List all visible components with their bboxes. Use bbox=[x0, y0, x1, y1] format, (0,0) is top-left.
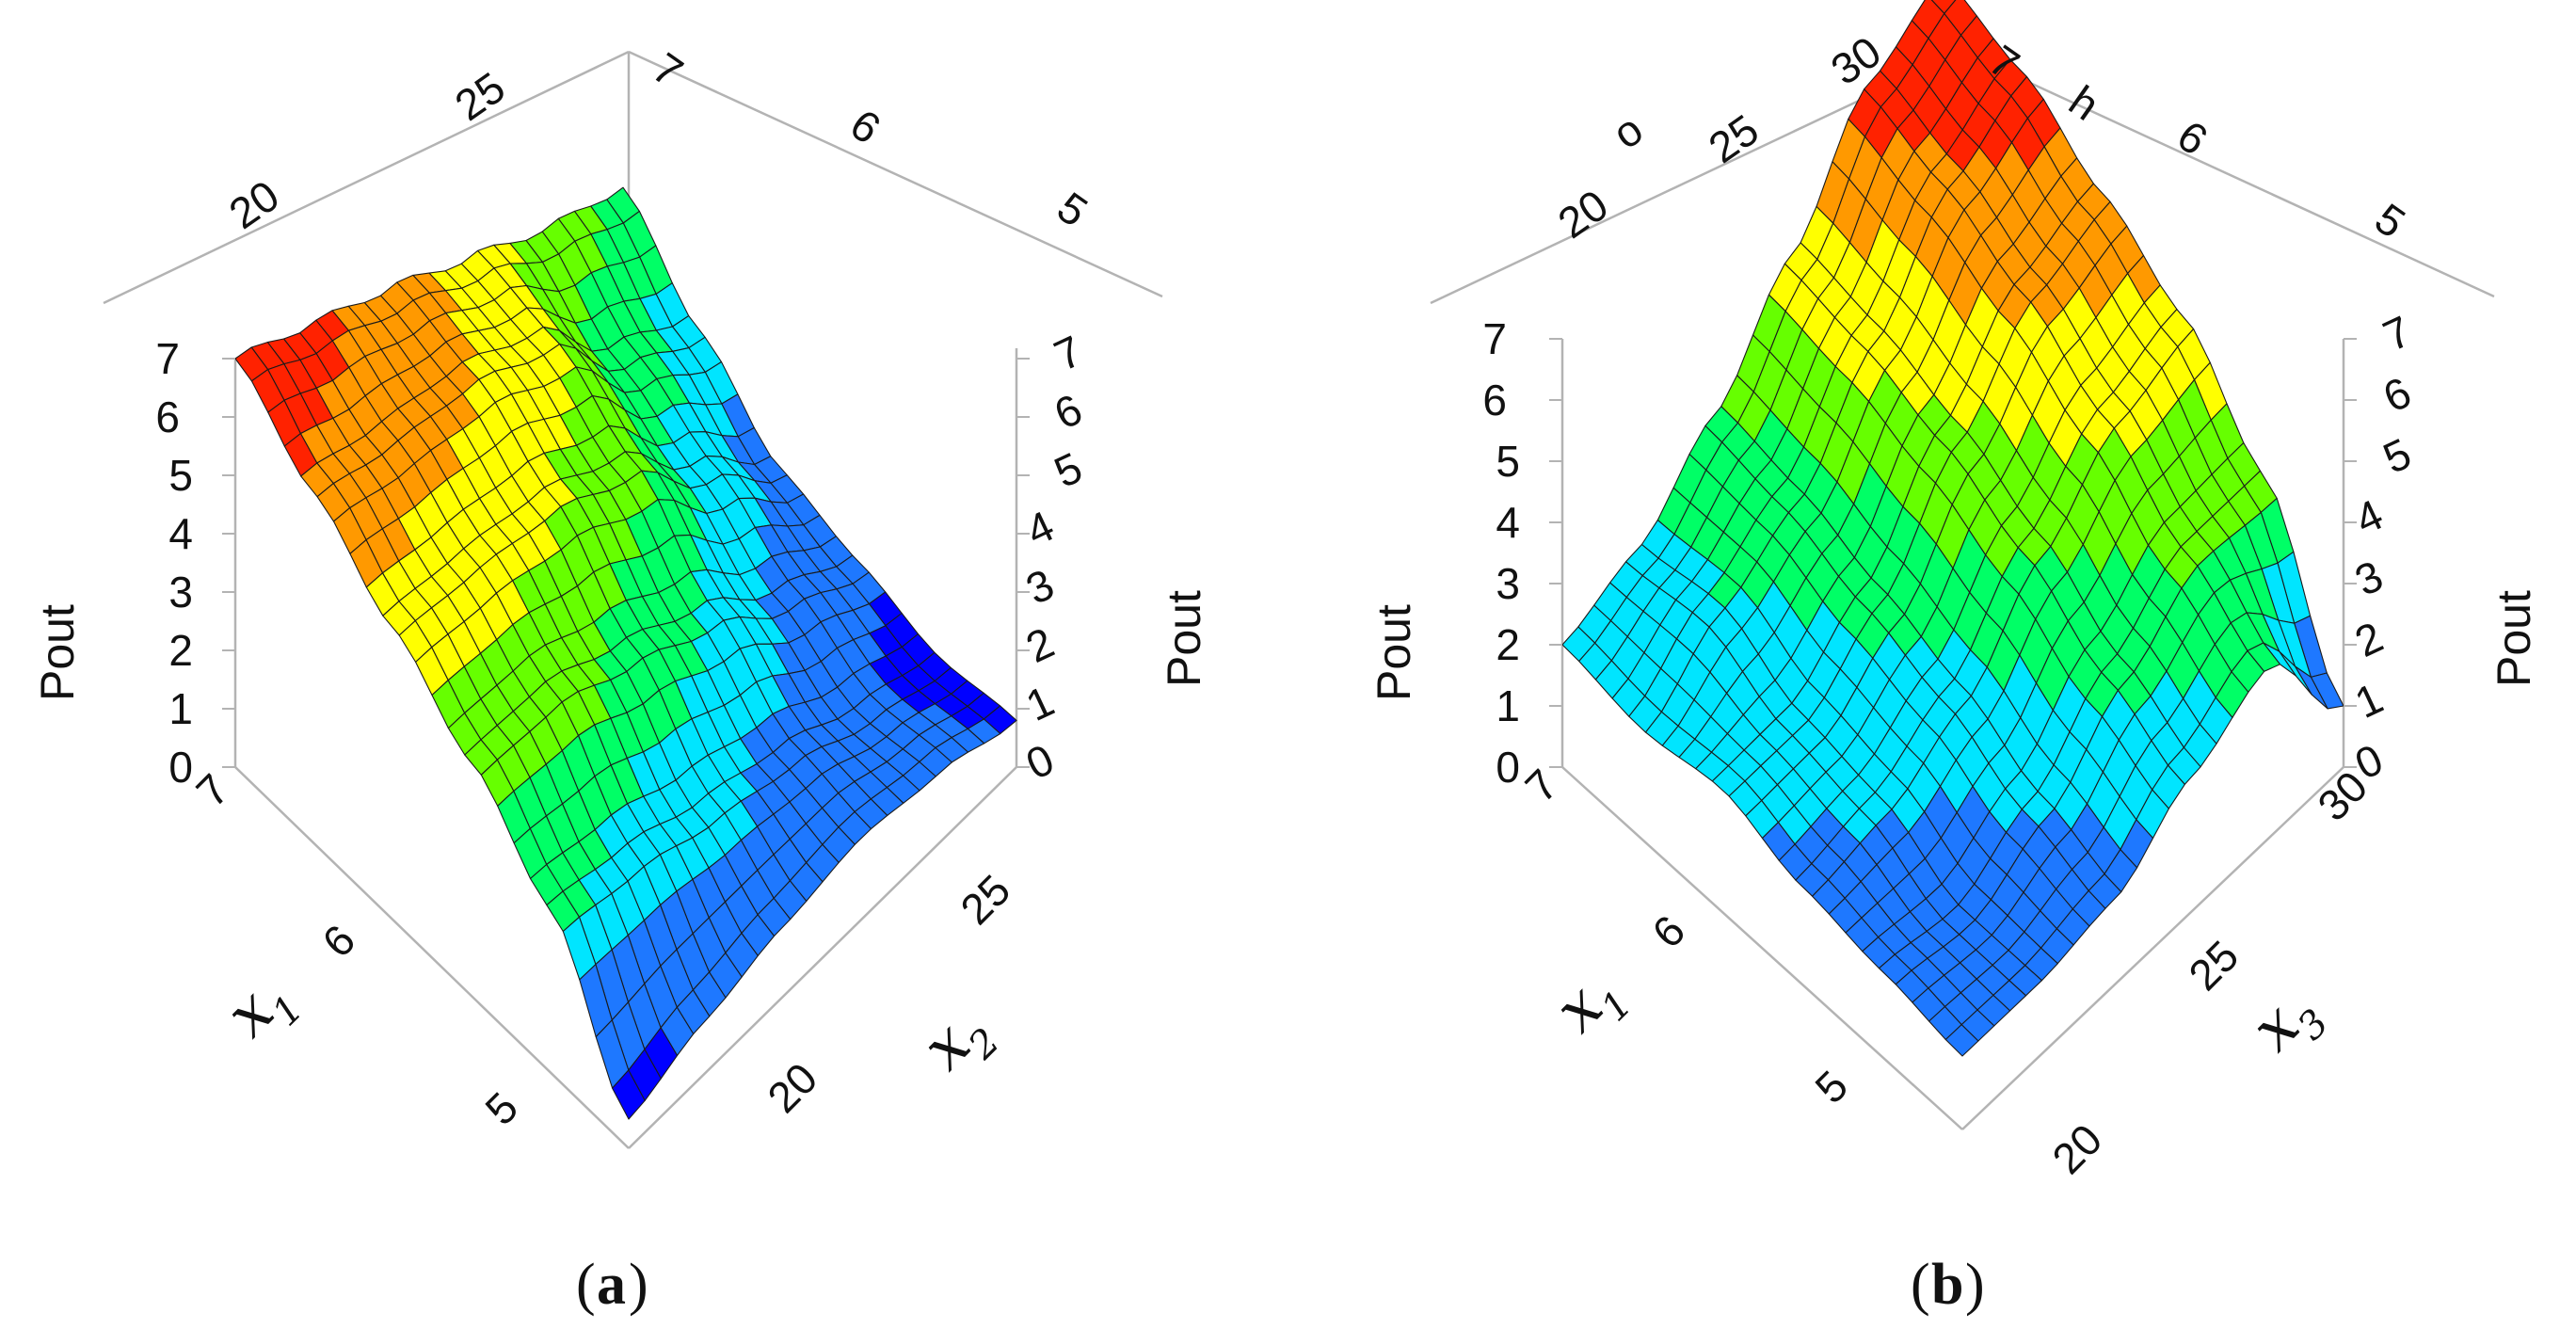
panel-b-back-tick-20: 20 bbox=[1549, 180, 1617, 248]
panel-b-back-axis-2-label: h bbox=[2060, 76, 2108, 130]
panel-b-z-tick-left-3: 3 bbox=[1496, 559, 1520, 608]
panel-a-z-tick-left-4: 4 bbox=[168, 509, 193, 558]
panel-b-x1-tick-6: 6 bbox=[1642, 905, 1694, 957]
panel-a-z-tick-right-5: 5 bbox=[1047, 442, 1089, 497]
svg-text:(: ( bbox=[1911, 1253, 1930, 1317]
panel-b-z-tick-left-5: 5 bbox=[1496, 437, 1520, 486]
svg-text:a: a bbox=[597, 1253, 626, 1317]
panel-b-back-tick-6: 6 bbox=[2168, 111, 2216, 165]
panel-a-z-tick-right-2: 2 bbox=[1018, 617, 1061, 672]
panel-b-z-tick-right-4: 4 bbox=[2347, 489, 2390, 544]
panel-a-z-tick-right-0: 0 bbox=[1018, 734, 1061, 789]
panel-a-back-left-edge bbox=[103, 50, 630, 305]
panel-b-back-axis-1-label: o bbox=[1604, 104, 1652, 158]
panel-b-label: ( b ) bbox=[1911, 1253, 1985, 1317]
panel-b-z-tick-right-3: 3 bbox=[2347, 551, 2390, 605]
panel-a-back-tick-5: 5 bbox=[1048, 183, 1096, 236]
panel-a-z-tick-left-0: 0 bbox=[168, 743, 193, 792]
svg-text:): ) bbox=[1965, 1253, 1985, 1317]
panel-b-z-tick-right-6: 6 bbox=[2376, 367, 2418, 422]
panel-a-back-tick-20: 20 bbox=[220, 170, 288, 238]
panel-b-z-tick-right-2: 2 bbox=[2347, 612, 2390, 666]
panel-a-z-tick-right-3: 3 bbox=[1018, 559, 1061, 614]
panel-b-x1-axis bbox=[1561, 766, 1963, 1130]
panel-a-x2-tick-20: 20 bbox=[758, 1053, 826, 1122]
svg-text:(: ( bbox=[576, 1253, 596, 1317]
panel-a-x1-axis-title: x 1 bbox=[212, 975, 312, 1051]
panel-a-x1-tick-7: 7 bbox=[186, 764, 238, 816]
panel-a-x2-tick-25: 25 bbox=[951, 865, 1019, 934]
panel-a-z-axis-title-right: Pout bbox=[1158, 590, 1210, 687]
panel-b-z-tick-right-7: 7 bbox=[2376, 306, 2418, 360]
panel-a-z-tick-left-5: 5 bbox=[168, 451, 193, 500]
panel-a-back-tick-6: 6 bbox=[841, 100, 889, 153]
panel-a-x2-axis bbox=[628, 766, 1017, 1149]
panel-b-z-tick-left-7: 7 bbox=[1482, 314, 1507, 363]
panel-a-z-tick-right-6: 6 bbox=[1047, 384, 1089, 439]
panel-b-x3-tick-20: 20 bbox=[2042, 1114, 2111, 1183]
panel-b-back-tick-5: 5 bbox=[2366, 194, 2414, 248]
panel-a-surface bbox=[234, 186, 1017, 1120]
panel-a-surface-facet bbox=[612, 1069, 646, 1120]
panel-b-surface bbox=[1561, 0, 2344, 1057]
panel-b-z-tick-right-5: 5 bbox=[2376, 428, 2418, 483]
panel-b-z-axis-title-right: Pout bbox=[2488, 590, 2540, 687]
panel-b-x3-axis bbox=[1961, 766, 2344, 1130]
panel-b-surface-facet bbox=[1944, 1024, 1979, 1057]
panel-b-x1-axis-title: x 1 bbox=[1541, 970, 1640, 1047]
panel-a-back-tick-25: 25 bbox=[446, 62, 514, 130]
panel-a-z-axis-title-left: Pout bbox=[31, 604, 84, 701]
panel-a-z-tick-left-1: 1 bbox=[168, 684, 193, 733]
panel-a-z-tick-left-7: 7 bbox=[155, 334, 180, 383]
panel-b-back-tick-25: 25 bbox=[1700, 104, 1768, 172]
panel-a-z-tick-left-3: 3 bbox=[168, 568, 193, 616]
panel-a-back-right-edge bbox=[628, 50, 1163, 298]
panel-a-z-tick-right-1: 1 bbox=[1018, 676, 1061, 730]
panel-a-z-tick-left-2: 2 bbox=[168, 626, 193, 675]
panel-a-label: ( a ) bbox=[576, 1253, 648, 1317]
panel-b-x3-axis-title: x 3 bbox=[2237, 989, 2337, 1065]
panel-b-z-axis-title-left: Pout bbox=[1368, 604, 1420, 701]
panel-a-z-ticks-left: 0 1 2 3 4 5 6 7 bbox=[155, 334, 235, 792]
panel-a-x1-axis bbox=[234, 766, 630, 1149]
svg-text:b: b bbox=[1931, 1253, 1963, 1317]
panel-a-x2-axis-title: x 2 bbox=[908, 1008, 1008, 1084]
panel-b-x1-tick-5: 5 bbox=[1805, 1061, 1857, 1113]
panel-b-z-tick-left-0: 0 bbox=[1496, 743, 1520, 792]
panel-a-x1-tick-6: 6 bbox=[312, 915, 364, 967]
panel-a-back-tick-7: 7 bbox=[644, 43, 692, 97]
panel-b-z-ticks-left: 0 1 2 3 4 5 6 7 bbox=[1482, 314, 1562, 792]
panel-b-back-right-edge bbox=[1961, 50, 2495, 298]
panel-b-z-tick-left-1: 1 bbox=[1496, 681, 1520, 730]
panel-b-z-tick-left-4: 4 bbox=[1496, 498, 1520, 547]
panel-a-x1-tick-5: 5 bbox=[475, 1082, 527, 1134]
panel-b-z-tick-left-6: 6 bbox=[1482, 376, 1507, 424]
panel-a-z-tick-right-4: 4 bbox=[1018, 501, 1061, 555]
panel-a-z-tick-right-7: 7 bbox=[1047, 326, 1089, 380]
panel-b-x3-tick-25: 25 bbox=[2179, 931, 2248, 1000]
panel-a-z-tick-left-6: 6 bbox=[155, 392, 180, 441]
panel-b-z-tick-right-1: 1 bbox=[2347, 673, 2390, 728]
panel-b-z-tick-left-2: 2 bbox=[1496, 620, 1520, 669]
svg-text:): ) bbox=[629, 1253, 648, 1317]
